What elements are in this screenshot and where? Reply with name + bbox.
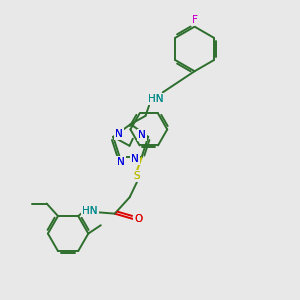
Text: N: N (138, 130, 146, 140)
Text: N: N (138, 130, 146, 140)
Text: HN: HN (148, 94, 164, 104)
Text: N: N (118, 157, 125, 167)
Text: HN: HN (82, 206, 98, 216)
Text: N: N (131, 154, 139, 164)
Text: F: F (192, 15, 197, 25)
Text: HN: HN (82, 206, 98, 216)
Text: N: N (118, 157, 125, 167)
Text: O: O (134, 214, 143, 224)
Text: N: N (131, 154, 139, 164)
Text: N: N (115, 129, 123, 139)
Text: N: N (115, 129, 123, 139)
Text: S: S (134, 171, 140, 181)
Text: F: F (192, 15, 197, 25)
Text: S: S (134, 171, 140, 181)
Text: O: O (134, 214, 143, 224)
Text: N: N (118, 157, 125, 167)
Text: HN: HN (148, 94, 164, 104)
Text: N: N (131, 154, 139, 164)
Text: HN: HN (148, 94, 164, 104)
Text: O: O (134, 214, 143, 224)
Text: N: N (138, 130, 146, 140)
Text: HN: HN (82, 206, 98, 216)
Text: F: F (192, 15, 197, 25)
Text: S: S (134, 171, 140, 181)
Text: N: N (115, 129, 123, 139)
